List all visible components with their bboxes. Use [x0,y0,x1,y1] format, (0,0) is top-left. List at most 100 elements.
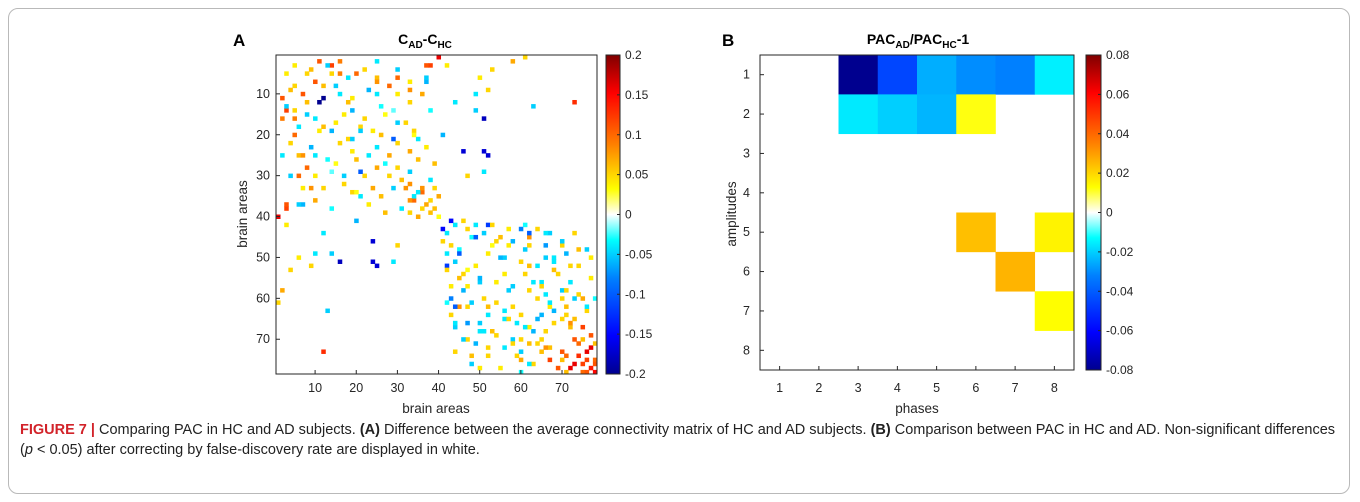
panel-a-cell [325,308,330,314]
panel-a-cell [547,230,553,236]
panel-a-cell [280,288,285,293]
panel-b-ytick-label: 3 [743,146,750,160]
panel-a-cell [395,120,400,125]
panel-a-cell [510,59,516,64]
panel-a-cell [592,341,598,346]
panel-a-cell [387,153,392,158]
panel-a-cell [354,157,359,162]
panel-a-cell [374,165,380,170]
caption-part-a-label: (A) [359,422,380,438]
panel-a-cell [407,87,413,93]
panel-a-cell [366,153,372,158]
panel-a-cell [411,132,417,138]
panel-a-cell [543,345,549,350]
panel-a-cell [374,79,380,85]
panel-a-cell [461,149,466,154]
panel-a-cell [407,79,413,85]
panel-a-cell [337,140,343,146]
panel-a-cell [411,198,417,203]
panel-b-ytick-label: 4 [743,186,750,200]
panel-a-cell [374,59,380,64]
panel-a-cell [350,108,355,113]
panel-a-cell [490,243,495,248]
panel-a-cell [506,226,511,232]
panel-a-cell [518,259,524,264]
panel-a-cell [539,337,544,342]
panel-a-cell [395,140,400,146]
panel-a-cell [485,153,491,158]
panel-a-cell [457,275,462,281]
panel-a-ytick-label: 10 [256,87,270,101]
panel-a-cell [366,87,372,93]
panel-a-cell [329,251,335,256]
panel-a-cell [358,124,363,130]
panel-a-ytick-label: 60 [256,291,270,305]
panel-b-cbar-label: -0.06 [1106,324,1134,338]
panel-b-xtick-label: 8 [1051,381,1058,395]
panel-a-cbar-label: -0.2 [625,367,646,381]
panel-a-cell [317,128,322,134]
panel-a-cell [424,75,429,80]
panel-a-cell [457,251,462,256]
panel-a-cell [465,267,470,273]
panel-a-cell [568,320,573,326]
caption-part-a-text: Difference between the average connectiv… [379,422,871,438]
panel-a-cbar-label: 0.05 [625,168,649,182]
panel-a-title-sub2: HC [437,40,451,51]
panel-a-cell [329,206,335,211]
panel-a-cell [527,288,532,293]
panel-a-cell [514,353,520,359]
panel-a-xtick-label: 30 [390,381,404,395]
panel-b-ytick-label: 2 [743,107,750,121]
panel-a-cell [510,304,516,309]
panel-a-cell [300,91,306,97]
panel-a-cell [588,275,594,281]
panel-b-ytick-label: 8 [743,343,750,357]
panel-a-cell [518,357,524,363]
panel-a-cell [321,124,326,130]
panel-a-cell [333,161,339,166]
panel-a-cell [494,239,499,244]
panel-a-cell [576,353,581,359]
panel-a-cell [428,198,433,203]
panel-a-cell [420,206,425,211]
panel-a-cell [531,279,536,285]
panel-a-cell [452,324,458,330]
panel-b-cell [917,55,957,95]
panel-a-cell [374,263,380,269]
panel-a-cell [551,259,557,264]
panel-a-cell [444,230,450,236]
panel-a-cell [407,198,413,203]
panel-b-xlabel: phases [895,401,939,416]
panel-a-cell [391,136,396,142]
panel-b-ytick-label: 7 [743,304,750,318]
panel-a-cell [543,255,549,260]
panel-a-cell [370,259,376,264]
panel-a-cell [485,222,491,228]
panel-a-cell [465,284,470,289]
panel-a-cell [518,337,524,342]
panel-a-cell [527,361,532,367]
panel-a-cell [547,304,553,309]
panel-b-ytick-label: 1 [743,68,750,82]
panel-a-cell [580,369,586,375]
panel-a-cell [395,67,400,72]
panel-b-colorbar-ticks: 0.08 0.06 0.04 0.02 0 -0.02 -0.04 -0.06 -0.08 [1098,48,1134,377]
panel-a-cell [399,206,404,211]
panel-a-cell [465,320,470,326]
panel-a-cell [436,194,442,199]
panel-b-cbar-label: 0 [1106,206,1113,220]
panel-a-cell [432,185,437,191]
panel-a-cell [490,222,495,228]
panel-a-cell [506,316,511,322]
panel-a-cell [432,161,437,166]
panel-a-cell [358,194,363,199]
panel-a-cell [452,320,458,326]
panel-a-cell [457,304,462,309]
panel-a-cell [559,349,565,354]
panel-a-cell [350,149,355,154]
panel-a-cell [288,267,293,273]
panel-a-cell [329,71,335,76]
panel-a-cell [469,353,474,359]
panel-a-cell [395,91,400,97]
